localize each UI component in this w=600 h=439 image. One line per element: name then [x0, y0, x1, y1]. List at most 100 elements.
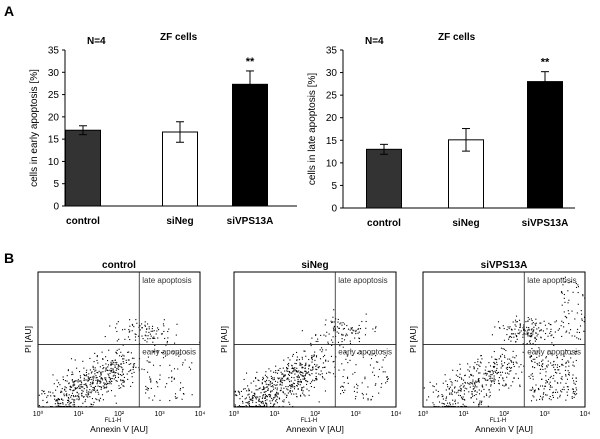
- event-dot: [286, 395, 288, 397]
- event-dot: [123, 381, 125, 383]
- event-dot: [532, 358, 534, 360]
- event-dot: [488, 375, 490, 377]
- event-dot: [314, 359, 316, 361]
- event-dot: [305, 372, 307, 374]
- event-dot: [302, 367, 304, 369]
- event-dot: [357, 328, 359, 330]
- event-dot: [289, 381, 291, 383]
- plot-title: control: [102, 260, 136, 271]
- event-dot: [351, 354, 353, 356]
- event-dot: [490, 385, 492, 387]
- event-dot: [576, 331, 578, 333]
- event-dot: [301, 367, 303, 369]
- event-dot: [105, 379, 107, 381]
- event-dot: [521, 371, 523, 373]
- event-dot: [99, 375, 101, 377]
- event-dot: [284, 374, 286, 376]
- event-dot: [341, 334, 343, 336]
- event-dot: [299, 372, 301, 374]
- event-dot: [75, 387, 77, 389]
- event-dot: [512, 350, 514, 352]
- event-dot: [162, 323, 165, 325]
- event-dot: [346, 324, 348, 327]
- event-dot: [526, 332, 529, 334]
- event-dot: [322, 362, 324, 364]
- event-dot: [355, 333, 357, 335]
- event-dot: [531, 335, 533, 337]
- event-dot: [69, 386, 71, 388]
- event-dot: [241, 395, 243, 397]
- event-dot: [141, 327, 143, 329]
- event-dot: [357, 385, 359, 387]
- event-dot: [559, 372, 561, 374]
- event-dot: [450, 405, 452, 408]
- event-dot: [127, 336, 130, 338]
- event-dot: [52, 374, 54, 376]
- event-dot: [479, 402, 481, 404]
- event-dot: [527, 334, 529, 336]
- event-dot: [337, 318, 339, 321]
- event-dot: [515, 334, 517, 337]
- event-dot: [87, 377, 89, 379]
- event-dot: [146, 341, 148, 343]
- event-dot: [360, 352, 362, 354]
- event-dot: [173, 378, 175, 380]
- event-dot: [282, 392, 284, 394]
- event-dot: [375, 361, 378, 363]
- event-dot: [260, 402, 262, 404]
- event-dot: [71, 379, 73, 381]
- event-dot: [132, 366, 134, 368]
- event-dot: [304, 395, 306, 397]
- event-dot: [491, 374, 493, 376]
- event-dot: [459, 368, 462, 370]
- event-dot: [101, 351, 103, 353]
- event-dot: [535, 332, 537, 334]
- event-dot: [151, 328, 153, 330]
- event-dot: [293, 393, 295, 395]
- event-dot: [518, 366, 520, 368]
- event-dot: [46, 401, 49, 403]
- event-dot: [367, 398, 369, 400]
- event-dot: [536, 328, 538, 330]
- event-dot: [553, 336, 555, 339]
- event-dot: [81, 383, 83, 385]
- event-dot: [276, 398, 278, 401]
- event-dot: [275, 370, 277, 372]
- event-dot: [79, 377, 82, 379]
- event-dot: [507, 326, 509, 328]
- event-dot: [339, 323, 341, 325]
- event-dot: [241, 405, 244, 408]
- event-dot: [110, 364, 112, 366]
- event-dot: [325, 372, 328, 374]
- event-dot: [460, 396, 463, 398]
- event-dot: [512, 361, 515, 363]
- event-dot: [547, 351, 549, 353]
- event-dot: [277, 377, 279, 379]
- plot-frame: [233, 271, 397, 408]
- event-dot: [128, 331, 130, 333]
- event-dot: [580, 310, 582, 312]
- event-dot: [132, 367, 135, 369]
- event-dot: [133, 326, 135, 328]
- event-dot: [123, 358, 125, 360]
- y-tick-label: 35: [48, 46, 60, 57]
- event-dot: [546, 381, 548, 383]
- event-dot: [89, 391, 91, 393]
- event-dot: [502, 384, 504, 386]
- event-dot: [91, 405, 93, 408]
- event-dot: [279, 383, 281, 385]
- event-dot: [503, 355, 506, 357]
- event-dot: [104, 384, 106, 386]
- event-dot: [523, 365, 525, 367]
- event-dot: [161, 333, 163, 335]
- event-dot: [59, 403, 61, 405]
- event-dot: [63, 395, 65, 397]
- event-dot: [94, 352, 96, 354]
- event-dot: [144, 324, 146, 326]
- event-dot: [564, 276, 566, 278]
- event-dot: [109, 378, 111, 381]
- event-dot: [131, 372, 133, 374]
- event-dot: [519, 384, 521, 386]
